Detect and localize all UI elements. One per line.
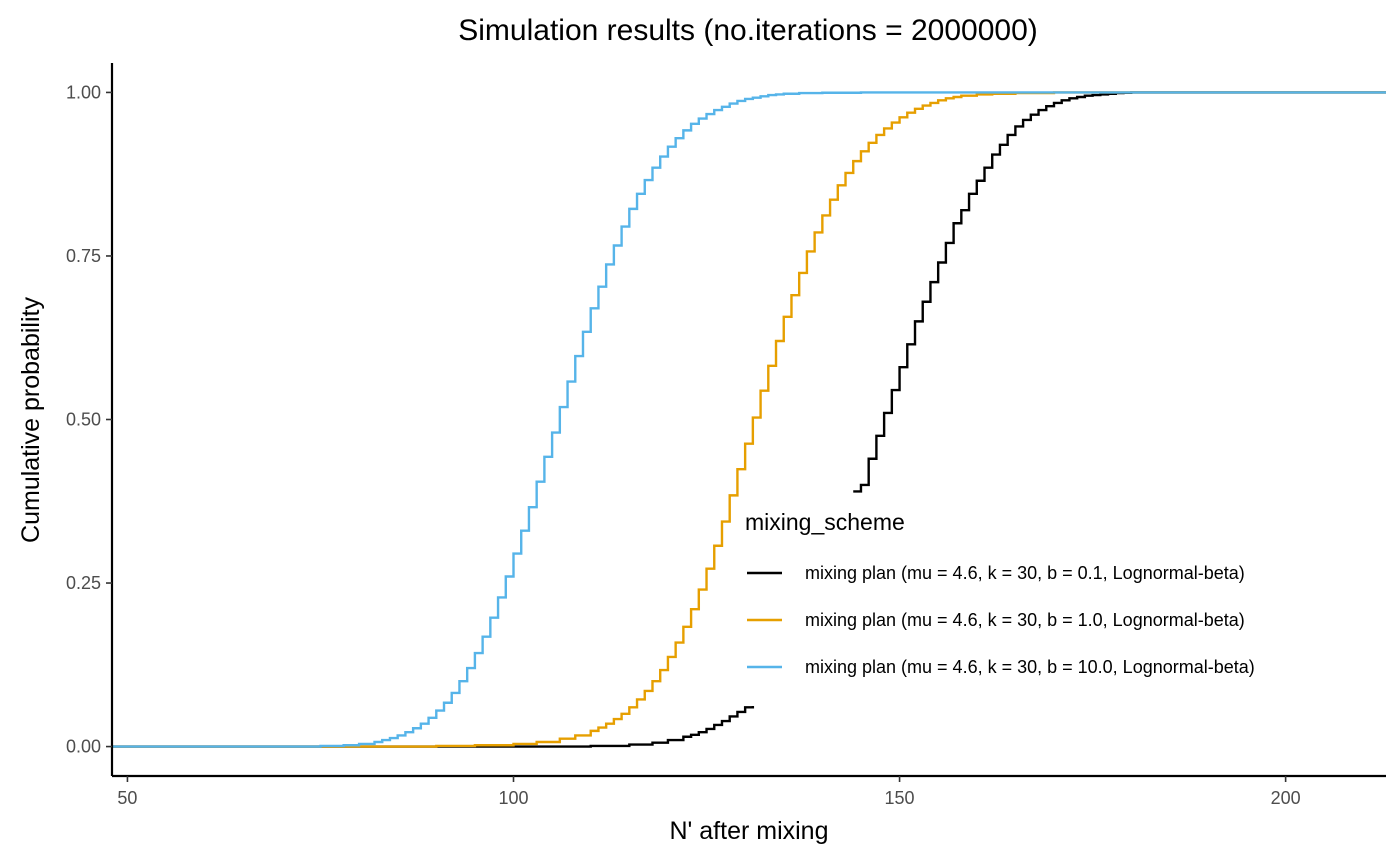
- series-line-3-segment-1: [112, 91, 1386, 748]
- y-tick-label: 1.00: [66, 82, 101, 102]
- legend: mixing_scheme mixing plan (mu = 4.6, k =…: [745, 509, 1255, 677]
- legend-label-2: mixing plan (mu = 4.6, k = 30, b = 1.0, …: [805, 610, 1245, 630]
- legend-label-1: mixing plan (mu = 4.6, k = 30, b = 0.1, …: [805, 563, 1245, 583]
- chart-title: Simulation results (no.iterations = 2000…: [458, 14, 1038, 47]
- series-layer: [112, 91, 1386, 748]
- legend-items: mixing plan (mu = 4.6, k = 30, b = 0.1, …: [747, 563, 1255, 677]
- y-tick-label: 0.00: [66, 737, 101, 757]
- series-line-1-segment-1: [112, 706, 755, 748]
- series-line-1-segment-2: [853, 91, 1386, 493]
- y-tick-label: 0.50: [66, 410, 101, 430]
- x-tick-label: 50: [117, 788, 137, 808]
- legend-title: mixing_scheme: [745, 509, 905, 535]
- y-tick-label: 0.25: [66, 573, 101, 593]
- y-axis-title: Cumulative probability: [17, 297, 45, 543]
- legend-label-3: mixing plan (mu = 4.6, k = 30, b = 10.0,…: [805, 657, 1255, 677]
- ticks-layer: 50 100 150 200 0.00 0.25 0.50 0.75 1.00: [66, 82, 1301, 808]
- y-tick-label: 0.75: [66, 246, 101, 266]
- x-axis-title: N' after mixing: [670, 817, 829, 845]
- series-line-2-segment-1: [112, 91, 1386, 748]
- x-tick-label: 100: [498, 788, 528, 808]
- x-tick-label: 200: [1271, 788, 1301, 808]
- x-tick-label: 150: [885, 788, 915, 808]
